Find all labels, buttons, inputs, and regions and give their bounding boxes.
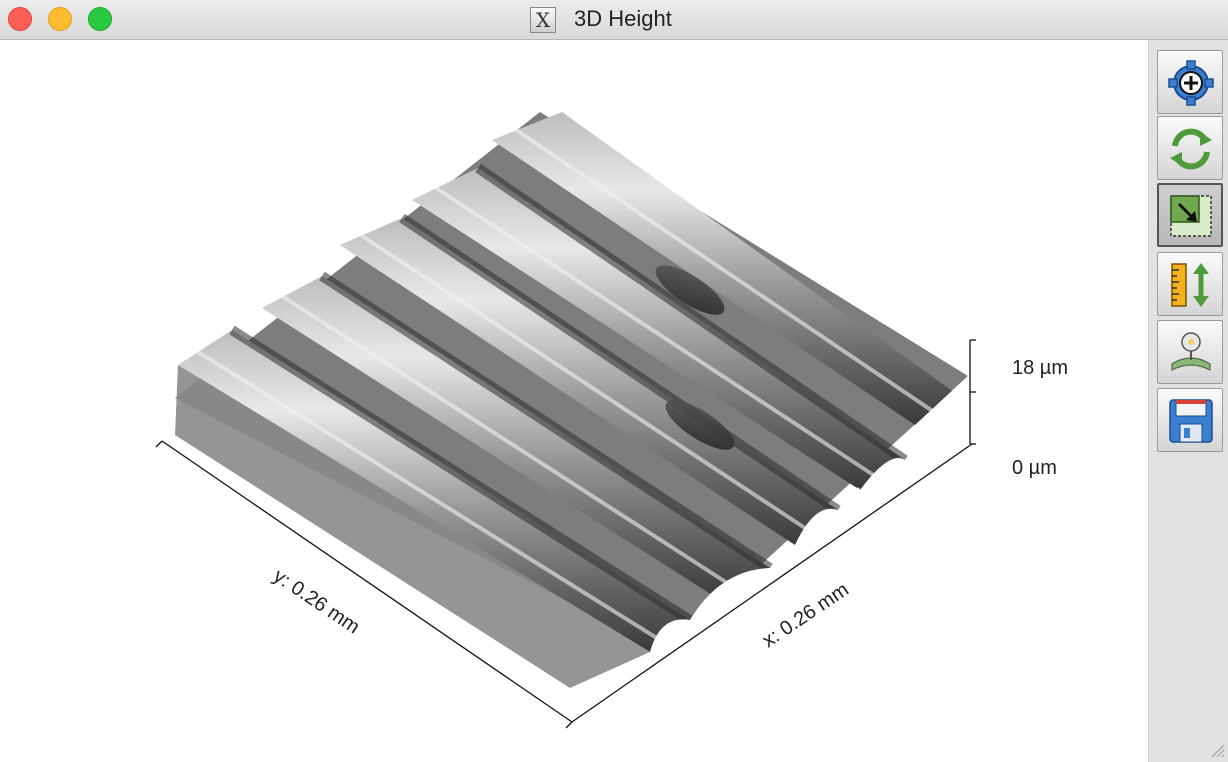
- ruler-scale-icon: [1171, 263, 1209, 307]
- app-x-icon: X: [530, 7, 556, 33]
- save-button[interactable]: [1157, 388, 1223, 452]
- lamp-icon: [1171, 332, 1211, 371]
- surface-svg[interactable]: 18 µm 0 µm y: 0.26 mm x: 0.26 mm: [0, 40, 1148, 762]
- fit-view-button[interactable]: [1157, 183, 1223, 247]
- zoom-in-button[interactable]: [1157, 50, 1223, 114]
- zoom-window-button[interactable]: [88, 7, 112, 31]
- resize-grip-icon[interactable]: [1207, 740, 1225, 758]
- fit-arrow-icon: [1170, 195, 1212, 237]
- rotate-arrows-icon: [1170, 128, 1212, 170]
- gear-plus-icon: [1168, 60, 1214, 106]
- close-button[interactable]: [8, 7, 32, 31]
- z-axis-max-label: 18 µm: [1012, 357, 1068, 379]
- z-axis-min-label: 0 µm: [1012, 457, 1057, 479]
- plot-3d-surface[interactable]: 18 µm 0 µm y: 0.26 mm x: 0.26 mm: [0, 40, 1148, 762]
- y-axis-label: y: 0.26 mm: [269, 565, 363, 639]
- floppy-disk-icon: [1169, 399, 1213, 443]
- surface-ridges: [175, 112, 968, 690]
- rotate-button[interactable]: [1157, 116, 1223, 180]
- window-title: 3D Height: [574, 6, 672, 31]
- side-toolbar: [1148, 40, 1228, 762]
- light-button[interactable]: [1157, 320, 1223, 384]
- axes: [155, 339, 976, 729]
- minimize-button[interactable]: [48, 7, 72, 31]
- title-bar[interactable]: X 3D Height: [0, 0, 1228, 40]
- z-scale-button[interactable]: [1157, 252, 1223, 316]
